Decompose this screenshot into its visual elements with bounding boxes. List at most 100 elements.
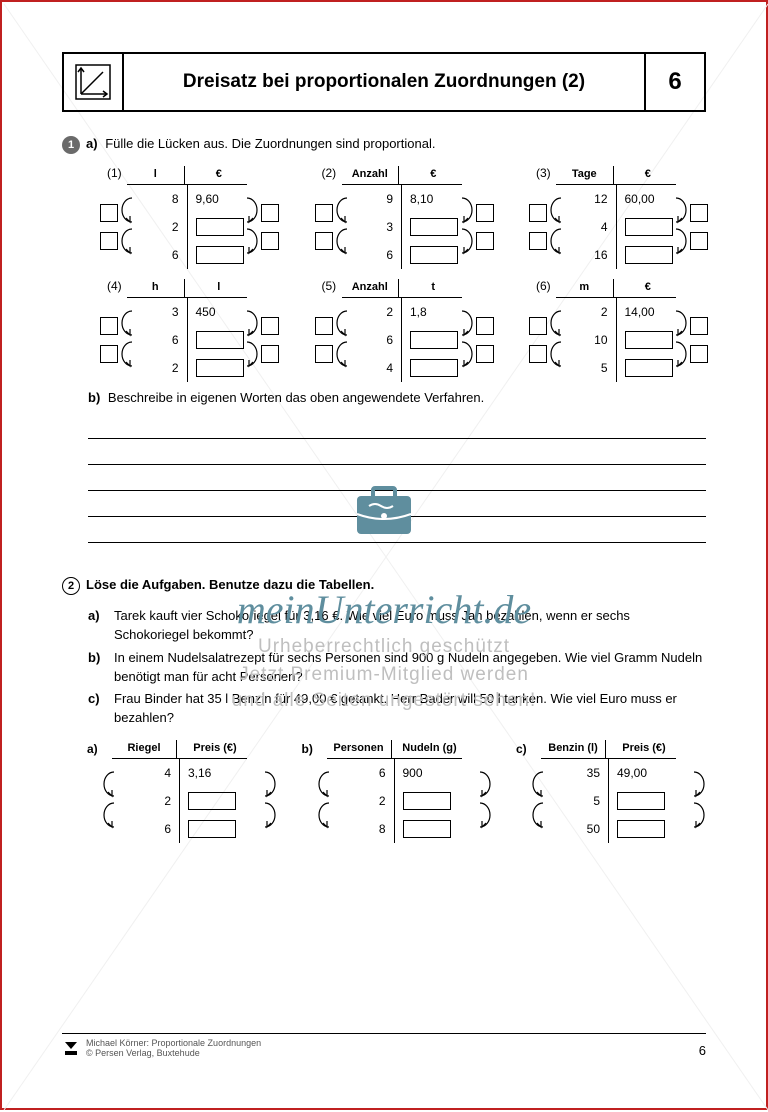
cell-right	[609, 787, 676, 815]
cell-value: 60,00	[625, 192, 655, 206]
col-head-left: Tage	[556, 166, 614, 185]
cell-left: 2	[342, 298, 403, 326]
footer-author: Michael Körner: Proportionale Zuordnunge…	[86, 1038, 261, 1048]
col-head-left: m	[556, 279, 614, 298]
cell-value: 3,16	[188, 766, 211, 780]
factor-box[interactable]	[261, 204, 279, 222]
mini-table: (1) l € 8 9,60 2 6	[82, 166, 277, 269]
header-graph-icon	[64, 54, 124, 110]
answer-box[interactable]	[196, 218, 244, 236]
mini-index: (3)	[536, 166, 551, 180]
mini-index: (1)	[107, 166, 122, 180]
answer-box[interactable]	[196, 359, 244, 377]
col-head-right: Preis (€)	[606, 740, 676, 759]
mini-tables-row-2: (4) h l 3 450 6 2 (5)	[82, 279, 706, 382]
factor-box[interactable]	[315, 204, 333, 222]
answer-box[interactable]	[410, 218, 458, 236]
footer-page-number: 6	[699, 1043, 706, 1058]
cell-right	[617, 354, 677, 382]
answer-box[interactable]	[188, 792, 236, 810]
answer-box[interactable]	[188, 820, 236, 838]
subtask-label: a)	[88, 607, 108, 645]
cell-right	[188, 213, 248, 241]
cell-left: 2	[127, 213, 188, 241]
factor-box[interactable]	[315, 317, 333, 335]
cell-left: 8	[127, 185, 188, 213]
factor-box[interactable]	[261, 232, 279, 250]
factor-box[interactable]	[476, 204, 494, 222]
task-1a-text: Fülle die Lücken aus. Die Zuordnungen si…	[105, 136, 435, 151]
answer-box[interactable]	[625, 246, 673, 264]
factor-box[interactable]	[529, 232, 547, 250]
col-head-right: Nudeln (g)	[392, 740, 462, 759]
cell-right	[617, 241, 677, 269]
answer-box[interactable]	[196, 246, 244, 264]
cell-value: 9,60	[196, 192, 219, 206]
factor-box[interactable]	[261, 317, 279, 335]
factor-box[interactable]	[315, 232, 333, 250]
worksheet-title: Dreisatz bei proportionalen Zuordnungen …	[124, 54, 644, 110]
col-head-right: €	[614, 166, 677, 185]
answer-box[interactable]	[410, 331, 458, 349]
cell-right: 8,10	[402, 185, 462, 213]
col-head-right: €	[185, 166, 248, 185]
subtask-row: b) In einem Nudelsalatrezept für sechs P…	[88, 649, 706, 687]
cell-right	[617, 213, 677, 241]
factor-box[interactable]	[100, 345, 118, 363]
factor-box[interactable]	[690, 204, 708, 222]
factor-box[interactable]	[529, 345, 547, 363]
answer-box[interactable]	[196, 331, 244, 349]
cell-left: 2	[112, 787, 180, 815]
factor-box[interactable]	[690, 345, 708, 363]
cell-left: 10	[556, 326, 617, 354]
factor-box[interactable]	[529, 204, 547, 222]
factor-boxes-left	[100, 204, 118, 250]
cell-right	[402, 326, 462, 354]
col-head-left: Anzahl	[342, 166, 400, 185]
cell-left: 4	[556, 213, 617, 241]
cell-left: 9	[342, 185, 403, 213]
factor-box[interactable]	[261, 345, 279, 363]
cell-left: 6	[112, 815, 180, 843]
factor-box[interactable]	[476, 345, 494, 363]
subtask-text: Tarek kauft vier Schokoriegel für 3,16 €…	[114, 607, 706, 645]
mini-index: b)	[302, 742, 313, 756]
cell-right	[402, 354, 462, 382]
answer-box[interactable]	[410, 246, 458, 264]
task-2-title: Löse die Aufgaben. Benutze dazu die Tabe…	[86, 577, 374, 592]
answer-box[interactable]	[410, 359, 458, 377]
answer-box[interactable]	[403, 792, 451, 810]
factor-box[interactable]	[476, 232, 494, 250]
answer-box[interactable]	[617, 820, 665, 838]
cell-right	[188, 241, 248, 269]
factor-box[interactable]	[690, 232, 708, 250]
cell-left: 6	[127, 241, 188, 269]
mini-index: (2)	[322, 166, 337, 180]
cell-right: 1,8	[402, 298, 462, 326]
watermark-briefcase-icon	[349, 482, 419, 541]
col-head-right: €	[614, 279, 677, 298]
task-2-badge: 2	[62, 577, 80, 595]
cell-left: 4	[342, 354, 403, 382]
factor-box[interactable]	[100, 317, 118, 335]
factor-boxes-left	[315, 317, 333, 363]
cell-right	[395, 787, 462, 815]
factor-box[interactable]	[690, 317, 708, 335]
factor-box[interactable]	[476, 317, 494, 335]
task-1b: b) Beschreibe in eigenen Worten das oben…	[88, 390, 706, 405]
answer-box[interactable]	[625, 359, 673, 377]
subtask-label: b)	[88, 649, 108, 687]
factor-box[interactable]	[100, 204, 118, 222]
factor-box[interactable]	[529, 317, 547, 335]
answer-box[interactable]	[625, 218, 673, 236]
answer-box[interactable]	[617, 792, 665, 810]
subtask-text: Frau Binder hat 35 l Benzin für 49,00 € …	[114, 690, 706, 728]
factor-boxes-left	[529, 204, 547, 250]
answer-box[interactable]	[625, 331, 673, 349]
factor-box[interactable]	[100, 232, 118, 250]
factor-boxes-right	[261, 204, 279, 250]
answer-box[interactable]	[403, 820, 451, 838]
factor-box[interactable]	[315, 345, 333, 363]
cell-left: 2	[127, 354, 188, 382]
cell-value: 900	[403, 766, 423, 780]
